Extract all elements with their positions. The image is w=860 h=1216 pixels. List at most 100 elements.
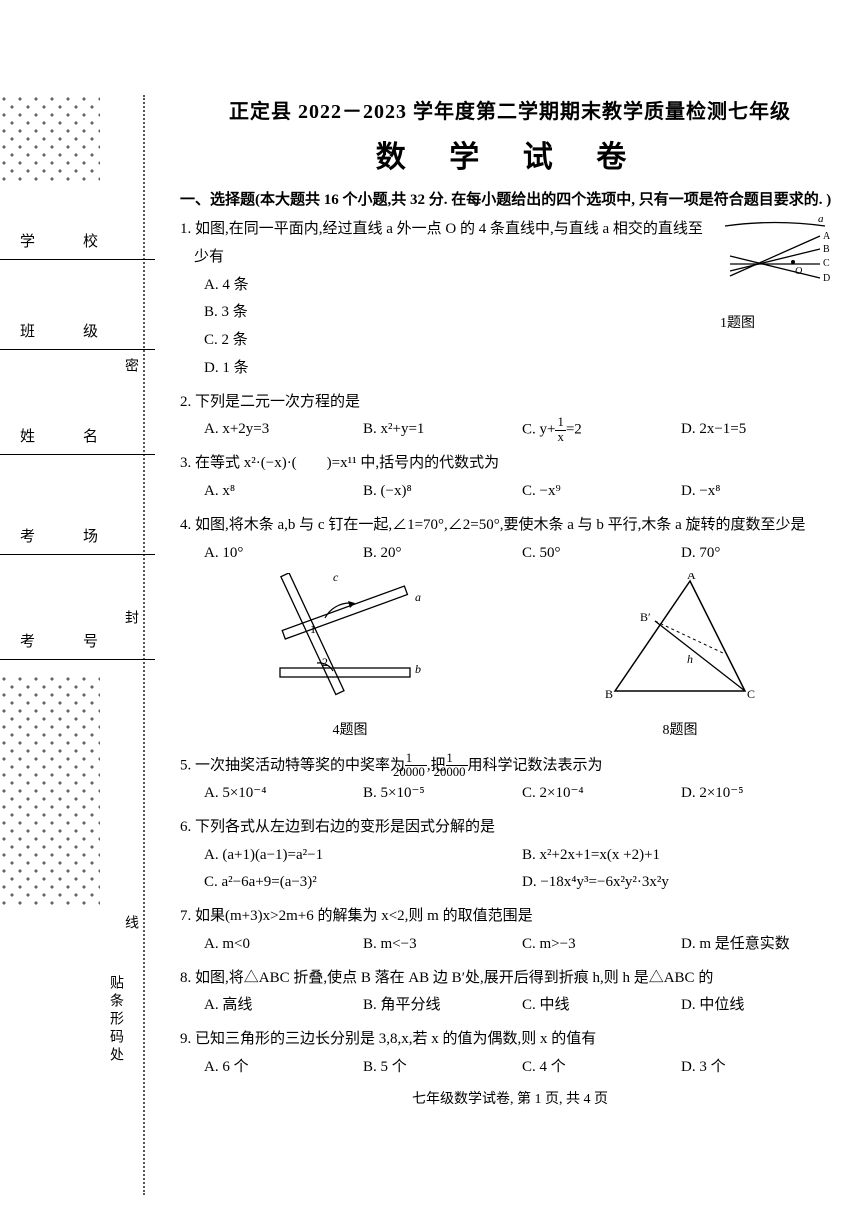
seal-char-feng: 封 [120, 610, 140, 624]
q8-opt-c: C. 中线 [522, 992, 681, 1020]
question-6: 6. 下列各式从左边到右边的变形是因式分解的是 A. (a+1)(a−1)=a²… [180, 814, 840, 897]
q4-fig-caption: 4题图 [265, 718, 435, 744]
q2-opt-d: D. 2x−1=5 [681, 416, 840, 444]
q9-stem: 9. 已知三角形的三边长分别是 3,8,x,若 x 的值为偶数,则 x 的值有 [180, 1026, 840, 1054]
q5-opt-b: B. 5×10⁻⁵ [363, 780, 522, 808]
q8-opt-d: D. 中位线 [681, 992, 840, 1020]
q9-opt-a: A. 6 个 [204, 1054, 363, 1082]
svg-text:c: c [333, 573, 339, 584]
field-number: 考 号 [0, 630, 155, 660]
q9-options: A. 6 个 B. 5 个 C. 4 个 D. 3 个 [180, 1054, 840, 1082]
q2-opt-a: A. x+2y=3 [204, 416, 363, 444]
q5-opt-c: C. 2×10⁻⁴ [522, 780, 681, 808]
q6-opt-a: A. (a+1)(a−1)=a²−1 [204, 842, 522, 870]
q5-opt-d: D. 2×10⁻⁵ [681, 780, 840, 808]
q8-figure: A B C B′ h 8题图 [605, 573, 755, 744]
pattern-block-top [0, 95, 100, 185]
exam-title-line2: 数 学 试 卷 [180, 132, 840, 176]
section-heading: 一、选择题(本大题共 16 个小题,共 32 分. 在每小题给出的四个选项中, … [180, 188, 840, 212]
q1-fig-caption: 1题图 [720, 311, 830, 337]
question-1: 1. 如图,在同一平面内,经过直线 a 外一点 O 的 4 条直线中,与直线 a… [180, 216, 840, 383]
label: 考 场 [20, 525, 104, 546]
exam-main: 正定县 2022－2023 学年度第二学期期末教学质量检测七年级 数 学 试 卷… [180, 95, 840, 1108]
field-name: 姓 名 [0, 425, 155, 455]
exam-title-line1: 正定县 2022－2023 学年度第二学期期末教学质量检测七年级 [180, 95, 840, 124]
label-a: a [818, 216, 824, 225]
label: 班 级 [20, 320, 104, 341]
q2-options: A. x+2y=3 B. x²+y=1 C. y+1x=2 D. 2x−1=5 [180, 416, 840, 444]
q4-opt-d: D. 70° [681, 540, 840, 568]
question-9: 9. 已知三角形的三边长分别是 3,8,x,若 x 的值为偶数,则 x 的值有 … [180, 1026, 840, 1082]
q7-stem: 7. 如果(m+3)x>2m+6 的解集为 x<2,则 m 的取值范围是 [180, 903, 840, 931]
question-4: 4. 如图,将木条 a,b 与 c 钉在一起,∠1=70°,∠2=50°,要使木… [180, 512, 840, 744]
q8-opt-a: A. 高线 [204, 992, 363, 1020]
q9-opt-d: D. 3 个 [681, 1054, 840, 1082]
svg-text:B′: B′ [640, 610, 651, 624]
figures-row: 1 2 c a b 4题图 A B C B′ h [180, 573, 840, 744]
seal-char-xian: 线 [120, 915, 140, 929]
q5-stem: 5. 一次抽奖活动特等奖的中奖率为120000,把120000用科学记数法表示为 [180, 752, 840, 780]
q3-stem: 3. 在等式 x²·(−x)·( )=x¹¹ 中,括号内的代数式为 [180, 450, 840, 478]
q5-opt-a: A. 5×10⁻⁴ [204, 780, 363, 808]
question-7: 7. 如果(m+3)x>2m+6 的解集为 x<2,则 m 的取值范围是 A. … [180, 903, 840, 959]
q3-opt-d: D. −x⁸ [681, 478, 840, 506]
q3-opt-b: B. (−x)⁸ [363, 478, 522, 506]
question-3: 3. 在等式 x²·(−x)·( )=x¹¹ 中,括号内的代数式为 A. x⁸ … [180, 450, 840, 506]
label: 学 校 [20, 230, 104, 251]
label-C: C [823, 258, 830, 269]
q6-options: A. (a+1)(a−1)=a²−1 B. x²+2x+1=x(x +2)+1 … [180, 842, 840, 898]
q8-fig-caption: 8题图 [605, 718, 755, 744]
q7-opt-c: C. m>−3 [522, 931, 681, 959]
label: 姓 名 [20, 425, 104, 446]
q1-opt-d: D. 1 条 [204, 355, 840, 383]
q2-stem: 2. 下列是二元一次方程的是 [180, 389, 840, 417]
q4-options: A. 10° B. 20° C. 50° D. 70° [180, 540, 840, 568]
svg-text:b: b [415, 662, 421, 676]
pattern-block-mid [0, 675, 100, 905]
q7-options: A. m<0 B. m<−3 C. m>−3 D. m 是任意实数 [180, 931, 840, 959]
label: 考 号 [20, 630, 104, 651]
svg-text:2: 2 [322, 655, 328, 669]
question-5: 5. 一次抽奖活动特等奖的中奖率为120000,把120000用科学记数法表示为… [180, 752, 840, 808]
svg-text:C: C [747, 687, 755, 701]
q4-figure: 1 2 c a b 4题图 [265, 573, 435, 744]
q6-opt-b: B. x²+2x+1=x(x +2)+1 [522, 842, 840, 870]
q2-opt-b: B. x²+y=1 [363, 416, 522, 444]
barcode-label: 贴条形码处 [105, 975, 125, 1065]
q8-stem: 8. 如图,将△ABC 折叠,使点 B 落在 AB 边 B′处,展开后得到折痕 … [180, 965, 840, 993]
q8-options: A. 高线 B. 角平分线 C. 中线 D. 中位线 [180, 992, 840, 1020]
label-B: B [823, 244, 830, 255]
field-school: 学 校 [0, 230, 155, 260]
q7-opt-b: B. m<−3 [363, 931, 522, 959]
q9-opt-c: C. 4 个 [522, 1054, 681, 1082]
q2-opt-c: C. y+1x=2 [522, 416, 681, 444]
q4-opt-c: C. 50° [522, 540, 681, 568]
q7-opt-d: D. m 是任意实数 [681, 931, 840, 959]
question-2: 2. 下列是二元一次方程的是 A. x+2y=3 B. x²+y=1 C. y+… [180, 389, 840, 445]
seal-char-mi: 密 [120, 358, 140, 372]
field-room: 考 场 [0, 525, 155, 555]
svg-text:B: B [605, 687, 613, 701]
svg-text:A: A [687, 573, 696, 582]
q6-stem: 6. 下列各式从左边到右边的变形是因式分解的是 [180, 814, 840, 842]
q8-opt-b: B. 角平分线 [363, 992, 522, 1020]
q3-opt-c: C. −x⁹ [522, 478, 681, 506]
q9-opt-b: B. 5 个 [363, 1054, 522, 1082]
q6-opt-d: D. −18x⁴y³=−6x²y²·3x²y [522, 869, 840, 897]
q4-stem: 4. 如图,将木条 a,b 与 c 钉在一起,∠1=70°,∠2=50°,要使木… [180, 512, 840, 540]
q4-opt-b: B. 20° [363, 540, 522, 568]
q6-opt-c: C. a²−6a+9=(a−3)² [204, 869, 522, 897]
question-8: 8. 如图,将△ABC 折叠,使点 B 落在 AB 边 B′处,展开后得到折痕 … [180, 965, 840, 1021]
field-class: 班 级 [0, 320, 155, 350]
svg-text:1: 1 [310, 622, 316, 636]
page-footer: 七年级数学试卷, 第 1 页, 共 4 页 [180, 1088, 840, 1108]
label-O: O [795, 266, 802, 277]
q3-opt-a: A. x⁸ [204, 478, 363, 506]
q1-figure: a A B C D O 1题图 [720, 216, 830, 337]
q4-opt-a: A. 10° [204, 540, 363, 568]
q5-options: A. 5×10⁻⁴ B. 5×10⁻⁵ C. 2×10⁻⁴ D. 2×10⁻⁵ [180, 780, 840, 808]
q7-opt-a: A. m<0 [204, 931, 363, 959]
svg-text:h: h [687, 652, 693, 666]
answer-sheet-sidebar: 学 校 班 级 姓 名 考 场 考 号 密 封 线 贴条形码处 [0, 95, 155, 1195]
label-D: D [823, 273, 830, 284]
